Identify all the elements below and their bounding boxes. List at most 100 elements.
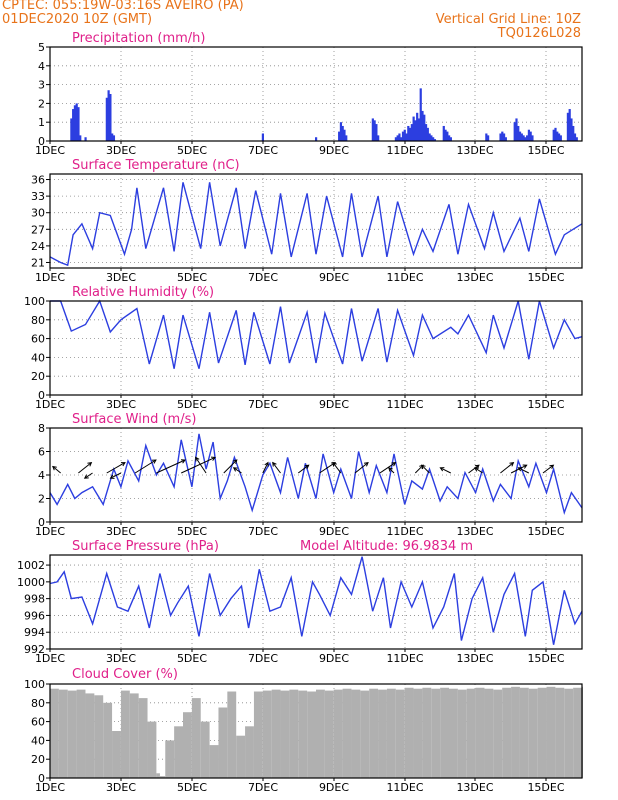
x-tick-label: 3DEC <box>106 781 136 794</box>
cloud-cover-bar <box>528 688 538 778</box>
x-tick-label: 5DEC <box>177 271 207 284</box>
wind-arrow-head <box>363 461 369 467</box>
y-tick-label: 4 <box>38 469 45 482</box>
wind-arrow-head <box>517 467 523 472</box>
precip-bar <box>504 137 507 141</box>
precip-bar <box>396 135 399 141</box>
x-tick-label: 3DEC <box>106 144 136 157</box>
precip-bar <box>112 135 116 141</box>
cloud-cover-bar <box>280 690 290 778</box>
x-tick-label: 11DEC <box>386 781 423 794</box>
cloud-cover-bar <box>449 688 458 778</box>
cloud-cover-bar <box>156 773 160 778</box>
precip-bar <box>72 109 75 141</box>
y-tick-label: 27 <box>31 223 45 236</box>
wind-arrow-head <box>388 467 393 472</box>
precip-bar <box>419 88 422 141</box>
x-tick-label: 3DEC <box>106 652 136 665</box>
y-tick-label: 0 <box>38 516 45 529</box>
wind-arrow-head <box>522 464 528 469</box>
precip-bar <box>408 127 412 141</box>
x-tick-label: 7DEC <box>248 271 278 284</box>
precip-bar <box>261 133 264 141</box>
x-tick-label: 9DEC <box>319 781 349 794</box>
precip-bar <box>570 118 573 141</box>
cloud-cover-bar <box>351 689 361 778</box>
x-tick-label: 7DEC <box>248 398 278 411</box>
wind-arrow-head <box>420 464 426 470</box>
precip-bar <box>448 135 451 141</box>
series-line <box>49 556 583 645</box>
precip-bar <box>573 133 577 141</box>
precip-bar <box>572 125 575 141</box>
wind-arrow-head <box>211 456 216 461</box>
y-tick-label: 40 <box>31 351 45 364</box>
wind-arrow-head <box>474 467 479 472</box>
x-tick-label: 9DEC <box>319 652 349 665</box>
x-tick-label: 1DEC <box>35 652 65 665</box>
wind-arrow <box>181 456 216 474</box>
panel-frame <box>49 173 583 269</box>
wind-arrow-head <box>195 456 200 462</box>
y-tick-label: 8 <box>38 422 45 435</box>
panel-annotation: Model Altitude: 96.9834 m <box>300 539 473 554</box>
precip-bar <box>75 103 78 141</box>
cloud-cover-bar <box>245 726 254 778</box>
wind-arrow <box>134 459 157 474</box>
precip-bar <box>515 118 518 141</box>
precip-bar <box>428 133 431 141</box>
y-tick-label: 21 <box>31 256 45 269</box>
wind-arrow-head <box>52 465 57 471</box>
panel-frame <box>49 46 583 142</box>
wind-arrow-head <box>439 467 445 472</box>
wind-arrow <box>354 462 369 474</box>
y-tick-label: 30 <box>31 207 45 220</box>
wind-arrow-head <box>304 464 310 470</box>
cloud-cover-bar <box>120 690 130 778</box>
wind-arrow <box>319 462 336 474</box>
precip-bar <box>416 112 419 141</box>
precip-bar <box>559 135 562 141</box>
wind-arrow <box>223 459 238 474</box>
panel-frame <box>49 300 583 396</box>
cloud-cover-bar <box>94 695 104 778</box>
x-tick-label: 11DEC <box>386 398 423 411</box>
x-tick-label: 15DEC <box>527 271 564 284</box>
cloud-cover-bar <box>360 690 370 778</box>
cloud-cover-bar <box>200 721 210 778</box>
y-tick-label: 992 <box>24 643 45 656</box>
x-tick-label: 1DEC <box>35 398 65 411</box>
x-tick-label: 13DEC <box>456 271 493 284</box>
series-line <box>49 182 583 267</box>
y-tick-label: 100 <box>24 678 45 691</box>
x-tick-label: 1DEC <box>35 525 65 538</box>
cloud-cover-bar <box>413 688 423 778</box>
x-tick-label: 3DEC <box>106 398 136 411</box>
panel-frame <box>49 554 583 650</box>
y-tick-label: 33 <box>31 190 45 203</box>
y-tick-label: 0 <box>38 389 45 402</box>
cloud-cover-bar <box>395 689 405 778</box>
precip-bar <box>527 129 530 141</box>
panel-title: Surface Wind (m/s) <box>72 412 196 427</box>
precip-bar <box>424 124 428 141</box>
cloud-cover-bar <box>431 688 441 778</box>
precip-bar <box>517 125 520 141</box>
y-tick-label: 1002 <box>17 559 45 572</box>
y-tick-label: 1 <box>38 116 45 129</box>
cloud-cover-bar <box>67 690 77 778</box>
cloud-cover-bar <box>165 740 175 778</box>
cloud-cover-bar <box>307 691 316 778</box>
precip-bar <box>77 107 80 141</box>
x-tick-label: 11DEC <box>386 271 423 284</box>
wind-arrow-head <box>180 459 186 464</box>
y-tick-label: 2 <box>38 97 45 110</box>
y-tick-label: 0 <box>38 772 45 785</box>
precip-bar <box>377 135 380 141</box>
precip-bar <box>430 135 433 141</box>
precip-bar <box>410 124 413 141</box>
cloud-cover-bar <box>404 687 414 778</box>
precip-bar <box>568 109 571 141</box>
cloud-cover-bar <box>369 688 379 778</box>
